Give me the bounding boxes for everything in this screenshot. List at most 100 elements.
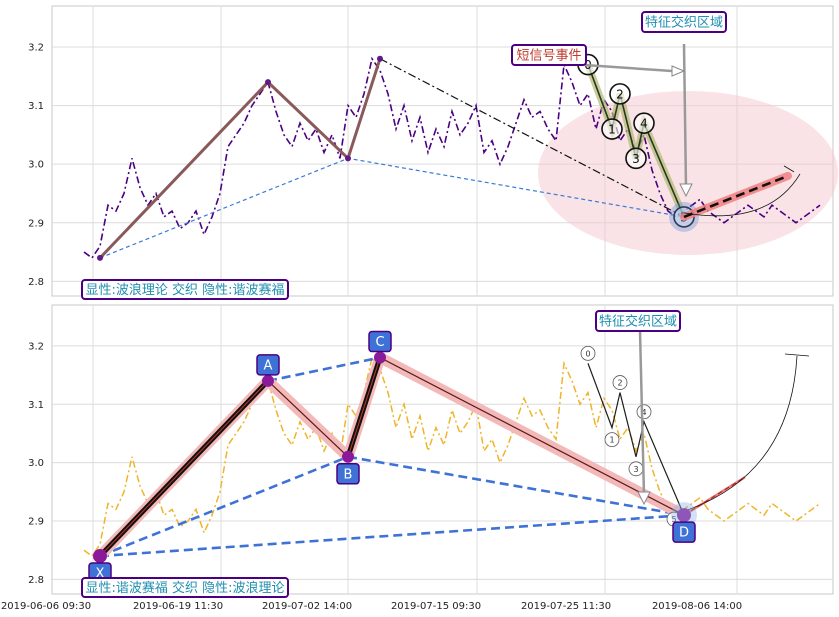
bottom-panel-frame	[51, 304, 834, 595]
wave-small-label-2: 2	[612, 375, 628, 390]
price-series-line	[83, 56, 821, 260]
harmonic-red-BC	[347, 357, 381, 457]
wave-label-circle	[609, 83, 631, 105]
top-legend-box: 显性:波浪理论 交织 隐性:谐波赛福	[81, 279, 289, 300]
top-ytick-label: 3.0	[28, 160, 44, 171]
wave-small-text: 5	[671, 515, 676, 524]
wave-label-text: 3	[632, 152, 640, 166]
point-label-a: A	[256, 354, 280, 376]
wave-label-text: 2	[616, 87, 624, 101]
projection-dashed-line	[683, 174, 789, 219]
bottom-ytick-label: 2.8	[28, 575, 44, 586]
point-label-box	[336, 463, 360, 485]
harmonic-point-b	[342, 450, 354, 463]
harmonic-dashed-XB	[99, 455, 349, 558]
wave-label-4: 4	[633, 112, 655, 134]
zigzag-pivot-dot	[377, 55, 383, 62]
wave-label-circle	[601, 118, 623, 140]
xtick-label: 2019-08-06 14:00	[652, 601, 742, 612]
wave-small-text: 4	[641, 408, 646, 417]
harmonic-point-c	[374, 351, 386, 364]
bottom-legend-box: 显性:谐波赛福 交织 隐性:波浪理论	[81, 577, 289, 598]
wave-small-text: 0	[585, 349, 590, 358]
feature-zone-arrow	[682, 43, 688, 189]
wave-small-circle	[580, 345, 596, 361]
wave-small-label-0: 0	[580, 345, 596, 361]
harmonic-thin-AB	[267, 380, 349, 458]
point-label-box	[672, 521, 696, 543]
feature-zone-label: 特征交织区域	[641, 11, 727, 33]
short-signal-label: 短信号事件	[511, 44, 587, 66]
wave-path-line	[587, 64, 685, 218]
zigzag-pivot-dot	[345, 155, 351, 162]
wave-label-2: 2	[609, 83, 631, 105]
point-label-d: D	[672, 521, 696, 543]
projection-tick	[783, 165, 795, 173]
short-signal-label-frame	[511, 44, 587, 66]
short-signal-arrow	[584, 63, 673, 73]
wave-small-label-1: 1	[604, 432, 620, 448]
projection-curve-bottom	[683, 355, 798, 512]
wave-small-text: 1	[609, 436, 614, 445]
xtick-label: 2019-07-02 14:00	[262, 601, 352, 612]
trend-dashdot-line	[379, 58, 685, 218]
projection-cap-bottom	[784, 353, 810, 357]
wave-label-circle	[633, 112, 655, 134]
harmonic-point-d	[677, 508, 691, 523]
wave-label-1: 1	[601, 118, 623, 140]
top-ytick-label: 3.2	[28, 43, 44, 54]
feature-zone-label-bottom-text: 特征交织区域	[599, 314, 677, 330]
point-label-box	[256, 354, 280, 376]
zigzag-pivot-dot	[265, 79, 271, 86]
price-series-line-bottom	[83, 355, 821, 558]
harmonic-thin-CD	[379, 357, 685, 516]
wave-small-label-3: 3	[628, 461, 644, 477]
point-label-text: B	[344, 467, 353, 482]
point-label-text: D	[679, 526, 689, 541]
wave-label-text: 1	[608, 123, 616, 137]
top-ytick-label: 2.9	[28, 218, 44, 229]
top-ytick-label: 2.8	[28, 277, 44, 288]
wave-small-circle	[636, 404, 652, 420]
wave-path-line-bottom	[587, 363, 685, 516]
zigzag-pivot-dot	[97, 254, 103, 261]
wave-label-circle	[625, 147, 647, 170]
wave-small-text: 3	[633, 465, 638, 474]
point-label-text: C	[375, 335, 384, 350]
xtick-label: 2019-06-06 09:30	[1, 601, 91, 612]
top-ytick-label: 3.1	[28, 101, 44, 112]
point-label-b: B	[336, 463, 360, 485]
bottom-ytick-label: 3.0	[28, 458, 44, 469]
wave-label-text: 4	[640, 117, 648, 131]
short-signal-arrowhead	[671, 65, 686, 77]
harmonic-dashed-BD	[347, 455, 685, 517]
point-label-text: X	[96, 567, 105, 582]
projection-curve	[683, 173, 801, 217]
wave-small-label-4: 4	[636, 404, 652, 420]
feature-zone-arrow-bottom	[638, 330, 646, 496]
wave-small-circle	[604, 432, 620, 448]
zigzag-line	[98, 58, 382, 259]
bottom-ytick-label: 2.9	[28, 517, 44, 528]
harmonic-point-a	[262, 374, 274, 387]
bottom-legend-box-text: 显性:谐波赛福 交织 隐性:波浪理论	[85, 580, 284, 596]
point-label-c: C	[368, 330, 392, 353]
top-legend-box-text: 显性:波浪理论 交织 隐性:谐波赛福	[85, 282, 284, 298]
short-signal-label-text: 短信号事件	[516, 49, 581, 64]
feature-zone-arrowhead	[679, 183, 693, 198]
feature-zone-label-frame	[641, 11, 727, 33]
point-label-box	[368, 330, 392, 353]
top-legend-box-frame	[81, 279, 289, 300]
xtick-label: 2019-06-19 11:30	[133, 601, 223, 612]
wave-small-circle	[612, 375, 628, 390]
wave-small-text: 2	[617, 379, 622, 388]
feature-zone-label-bottom-frame	[595, 310, 681, 332]
harmonic-point-x	[93, 549, 107, 564]
feature-zone-arrowhead-bottom	[637, 491, 651, 506]
xtick-label: 2019-07-25 11:30	[521, 601, 611, 612]
feature-zone-label-bottom: 特征交织区域	[595, 310, 681, 332]
point-label-text: A	[264, 358, 273, 373]
harmonic-red-XA	[99, 380, 269, 557]
projection-dashed-bottom	[683, 476, 746, 516]
